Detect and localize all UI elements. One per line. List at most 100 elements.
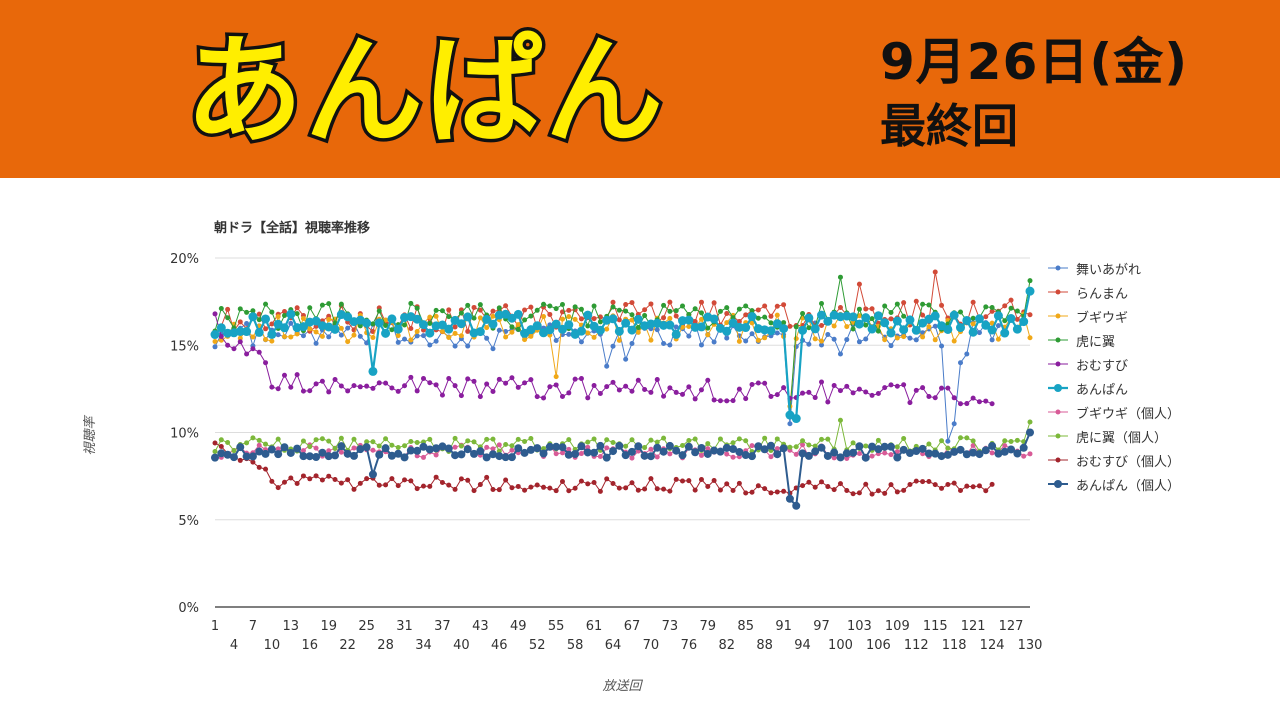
data-point: [741, 323, 751, 333]
data-point: [541, 314, 547, 320]
data-point: [212, 449, 218, 455]
data-point: [863, 443, 869, 449]
data-point: [484, 325, 490, 331]
data-point: [958, 401, 964, 407]
data-point: [642, 313, 648, 319]
data-point: [861, 453, 870, 462]
data-point: [945, 438, 951, 444]
data-point: [420, 333, 426, 339]
data-point: [729, 445, 738, 454]
data-point: [920, 334, 926, 340]
data-point: [597, 319, 603, 325]
data-point: [547, 303, 553, 309]
data-point: [477, 307, 483, 313]
data-point: [484, 381, 490, 387]
data-point: [522, 317, 528, 323]
data-point: [856, 306, 862, 312]
data-point: [281, 479, 287, 485]
chart-title: 朝ドラ【全話】視聴率推移: [214, 220, 370, 236]
data-point: [684, 442, 693, 451]
data-point: [874, 445, 883, 454]
x-tick-label: 127: [999, 619, 1024, 634]
data-point: [667, 451, 673, 457]
data-point: [381, 328, 391, 338]
data-point: [627, 447, 636, 456]
x-tick-label: 64: [605, 638, 622, 653]
data-point: [418, 320, 428, 330]
data-point: [762, 486, 768, 492]
data-point: [413, 446, 422, 455]
legend-item[interactable]: おむすび（個人）: [1046, 448, 1180, 472]
data-point: [244, 321, 250, 327]
data-point: [279, 323, 289, 333]
data-point: [414, 440, 420, 446]
data-point: [819, 338, 825, 344]
legend-item[interactable]: らんまん: [1046, 280, 1180, 304]
data-point: [627, 325, 637, 335]
data-point: [722, 443, 731, 452]
data-point: [724, 310, 730, 316]
data-point: [989, 308, 995, 314]
data-point: [774, 489, 780, 495]
data-point: [402, 383, 408, 389]
data-point: [503, 303, 509, 309]
data-point: [490, 308, 496, 314]
final-episode-label: 最終回: [880, 99, 1018, 153]
data-point: [787, 421, 793, 427]
data-point: [578, 451, 584, 457]
data-point: [894, 335, 900, 341]
data-point: [514, 444, 523, 453]
x-tick-label: 10: [264, 638, 281, 653]
data-point: [856, 490, 862, 496]
data-point: [844, 488, 850, 494]
legend-item[interactable]: ブギウギ: [1046, 304, 1180, 328]
data-point: [654, 327, 660, 333]
data-point: [774, 436, 780, 442]
data-point: [741, 451, 750, 460]
legend-item[interactable]: あんぱん（個人）: [1046, 472, 1180, 496]
data-point: [920, 312, 926, 318]
legend-item[interactable]: ブギウギ（個人）: [1046, 400, 1180, 424]
legend-item[interactable]: 舞いあがれ: [1046, 256, 1180, 280]
data-point: [743, 438, 749, 444]
data-point: [248, 452, 257, 461]
legend-label: あんぱん: [1076, 382, 1129, 398]
x-tick-label: 79: [700, 619, 717, 634]
data-point: [743, 312, 749, 318]
data-point: [844, 337, 850, 343]
data-point: [446, 307, 452, 313]
data-point: [882, 385, 888, 391]
data-point: [621, 318, 631, 328]
data-point: [913, 478, 919, 484]
data-point: [754, 442, 763, 451]
data-point: [433, 307, 439, 313]
data-point: [293, 444, 302, 453]
data-point: [585, 444, 591, 450]
data-point: [509, 375, 515, 381]
legend-item[interactable]: 虎に翼（個人）: [1046, 424, 1180, 448]
data-point: [749, 331, 755, 337]
series-5: [210, 286, 1035, 424]
data-point: [661, 302, 667, 308]
data-point: [212, 344, 218, 350]
data-point: [766, 441, 775, 450]
legend-item[interactable]: おむすび: [1046, 352, 1180, 376]
data-point: [616, 307, 622, 313]
data-point: [313, 340, 319, 346]
data-point: [736, 436, 742, 442]
data-point: [338, 301, 344, 307]
data-point: [507, 453, 516, 462]
data-point: [661, 341, 667, 347]
data-point: [964, 351, 970, 357]
data-point: [856, 281, 862, 287]
data-point: [762, 435, 768, 441]
legend-item[interactable]: 虎に翼: [1046, 328, 1180, 352]
data-point: [819, 379, 825, 385]
series-line: [214, 442, 993, 495]
data-point: [351, 445, 357, 451]
data-point: [242, 452, 251, 461]
legend-item[interactable]: あんぱん: [1046, 376, 1180, 400]
data-point: [987, 325, 997, 335]
data-point: [926, 324, 932, 330]
data-point: [661, 315, 667, 321]
